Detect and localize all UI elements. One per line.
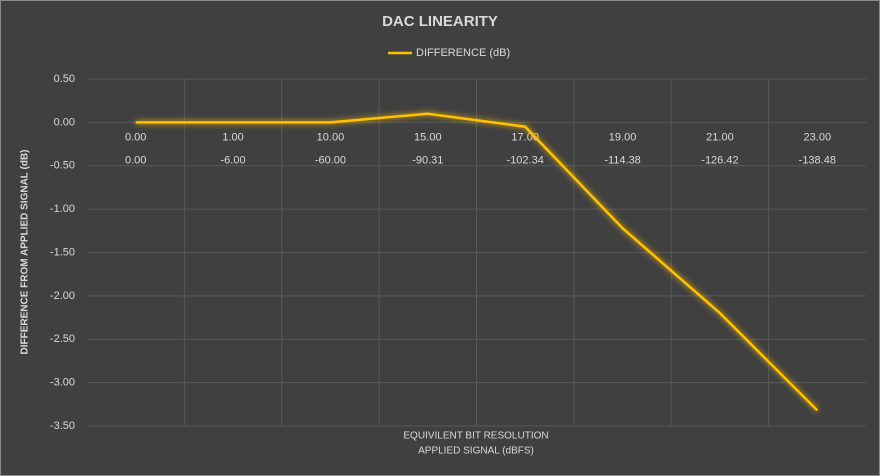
x-tick-label-secondary: -126.42: [701, 154, 738, 166]
y-tick-label: -3.50: [50, 420, 75, 432]
y-tick-label: -2.50: [50, 333, 75, 345]
x-tick-label-secondary: -90.31: [412, 154, 443, 166]
x-tick-label: 1.00: [222, 131, 243, 143]
x-tick-label: 21.00: [706, 131, 734, 143]
x-tick-label: 10.00: [317, 131, 345, 143]
y-tick-label: 0.50: [54, 73, 75, 85]
x-tick-label: 23.00: [804, 131, 832, 143]
x-tick-label: 19.00: [609, 131, 637, 143]
x-tick-label: 0.00: [125, 131, 146, 143]
y-tick-label: -3.00: [50, 377, 75, 389]
x-tick-label-secondary: -102.34: [507, 154, 544, 166]
legend-label: DIFFERENCE (dB): [416, 47, 510, 59]
data-line: [135, 112, 819, 412]
chart-title: DAC LINEARITY: [382, 13, 498, 30]
x-tick-label-secondary: -6.00: [221, 154, 246, 166]
x-tick-label: 15.00: [414, 131, 442, 143]
x-axis-title: EQUIVILENT BIT RESOLUTION: [403, 431, 548, 442]
y-tick-label: 0.00: [54, 116, 75, 128]
y-tick-label: -2.00: [50, 290, 75, 302]
y-tick-label: -1.00: [50, 203, 75, 215]
x-tick-label-secondary: 0.00: [125, 154, 146, 166]
x-axis-title: APPLIED SIGNAL (dBFS): [418, 446, 534, 457]
x-tick-label-secondary: -138.48: [799, 154, 836, 166]
y-axis-title: DIFFERENCE FROM APPLIED SIGNAL (dB): [20, 150, 31, 355]
y-tick-label: -0.50: [50, 160, 75, 172]
y-tick-label: -1.50: [50, 246, 75, 258]
x-tick-label-secondary: -114.38: [604, 154, 641, 166]
x-tick-label-secondary: -60.00: [315, 154, 346, 166]
